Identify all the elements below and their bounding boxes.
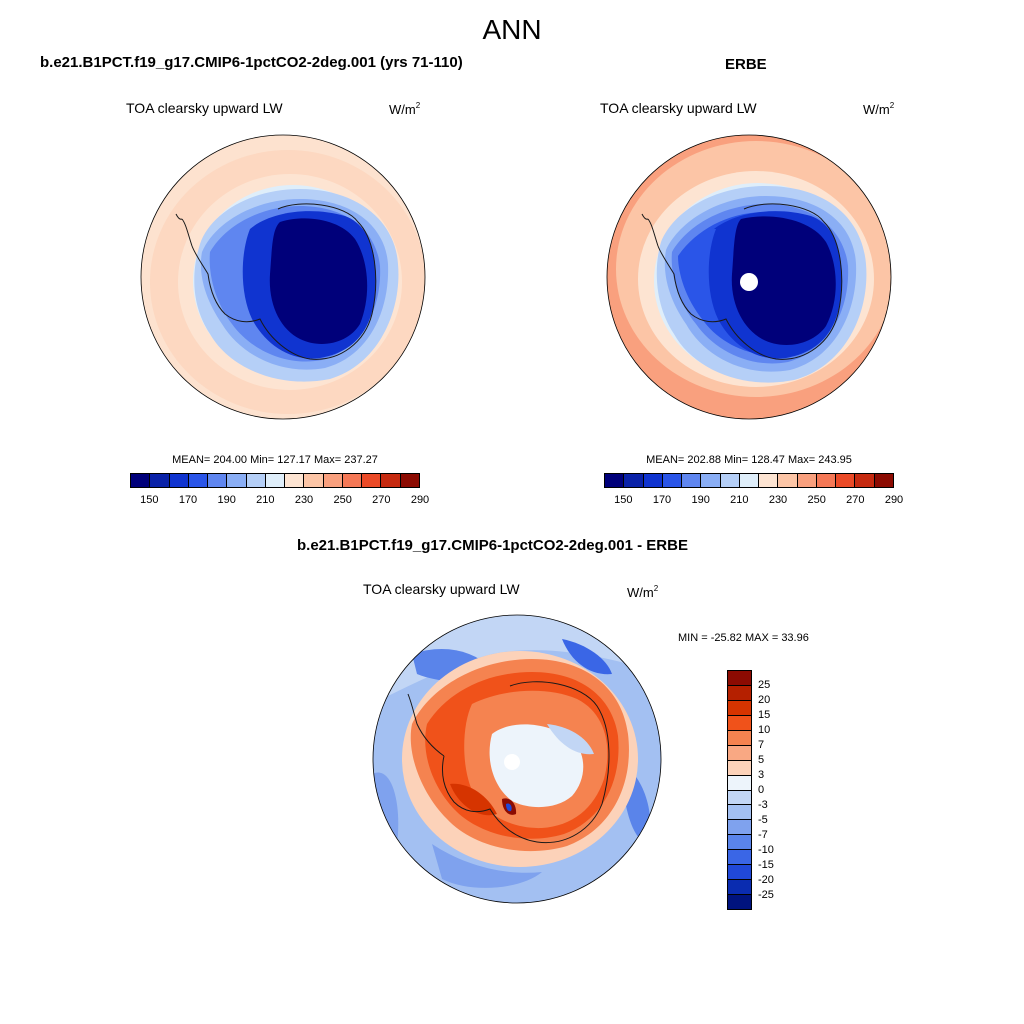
panel-2-unit-label: W/m2: [863, 101, 895, 117]
panel-2-colorbar-ticks: 150 170 190 210 230 250 270 290: [604, 494, 903, 508]
panel-2-colorbar-tick-label: 230: [768, 494, 788, 506]
panel-1-colorbar: [130, 473, 420, 488]
panel-2-colorbar-cell: [739, 474, 760, 487]
panel-3-colorbar-tick-label: 3: [758, 769, 765, 781]
panel-3-colorbar: [727, 670, 752, 910]
panel-2-colorbar-tick-label: 210: [730, 494, 749, 506]
panel-3-title: b.e21.B1PCT.f19_g17.CMIP6-1pctCO2-2deg.0…: [297, 537, 688, 554]
panel-2-colorbar-cell: [855, 474, 875, 487]
panel-2-colorbar-tick-label: 190: [691, 494, 710, 506]
panel-1-colorbar-cell: [208, 474, 228, 487]
panel-1-colorbar-cell: [400, 474, 419, 487]
panel-2-variable-label: TOA clearsky upward LW: [600, 100, 757, 116]
panel-3-colorbar-tick-label: -25: [758, 889, 774, 901]
panel-3-colorbar-tick-label: 25: [758, 679, 771, 691]
panel-3-colorbar-tick-label: -10: [758, 844, 774, 856]
panel-2-colorbar-cell: [643, 474, 663, 487]
panel-1-colorbar-tick-label: 290: [410, 494, 430, 506]
panel-2-colorbar-cell: [682, 474, 702, 487]
panel-1-colorbar-cell: [381, 474, 401, 487]
panel-1-colorbar-cell: [342, 474, 363, 487]
panel-3-variable-label: TOA clearsky upward LW: [363, 581, 520, 597]
panel-3-unit-label: W/m2: [627, 584, 659, 600]
panel-3-colorbar-tick-label: -15: [758, 859, 774, 871]
panel-3-colorbar-tick-label: -5: [758, 814, 768, 826]
panel-1-colorbar-cell: [265, 474, 286, 487]
main-title: ANN: [482, 14, 542, 45]
panel-2-colorbar: [604, 473, 894, 488]
panel-1-colorbar-tick-label: 270: [372, 494, 391, 506]
panel-2-colorbar-tick-label: 290: [884, 494, 904, 506]
panel-1-unit-label: W/m2: [389, 101, 421, 117]
panel-1-colorbar-cell: [131, 474, 151, 487]
panel-1-colorbar-cell: [246, 474, 266, 487]
panel-1-colorbar-cell: [169, 474, 189, 487]
panel-1-colorbar-cell: [362, 474, 382, 487]
panel-1-colorbar-tick-label: 250: [333, 494, 352, 506]
panel-1-colorbar-ticks: 150 170 190 210 230 250 270 290: [130, 494, 429, 508]
panel-1-polar-map: [140, 134, 426, 420]
panel-2-stats: MEAN= 202.88 Min= 128.47 Max= 243.95: [646, 454, 852, 466]
panel-1-colorbar-cell: [150, 474, 170, 487]
panel-3-colorbar-cell: [728, 865, 751, 881]
panel-2-colorbar-cell: [624, 474, 644, 487]
panel-3-colorbar-tick-label: 5: [758, 754, 765, 766]
panel-1-colorbar-cell: [323, 474, 343, 487]
panel-1-colorbar-cell: [285, 474, 305, 487]
panel-3-colorbar-tick-label: 7: [758, 739, 765, 751]
panel-2-colorbar-tick-label: 150: [614, 494, 633, 506]
panel-2-colorbar-cell: [797, 474, 817, 487]
panel-1-colorbar-cell: [188, 474, 209, 487]
panel-3-colorbar-cell: [728, 820, 751, 836]
panel-2-colorbar-cell: [778, 474, 798, 487]
panel-2-colorbar-cell: [662, 474, 683, 487]
panel-1-variable-label: TOA clearsky upward LW: [126, 100, 283, 116]
panel-1-colorbar-tick-label: 170: [178, 494, 198, 506]
panel-3-colorbar-cell: [728, 671, 751, 686]
panel-2-colorbar-cell: [874, 474, 893, 487]
panel-3-colorbar-tick-label: 15: [758, 709, 771, 721]
panel-1-colorbar-tick-label: 190: [217, 494, 236, 506]
panel-2-colorbar-cell: [605, 474, 625, 487]
panel-1-title: b.e21.B1PCT.f19_g17.CMIP6-1pctCO2-2deg.0…: [40, 54, 463, 71]
panel-3-colorbar-cell: [728, 850, 751, 866]
panel-3-colorbar-tick-label: -3: [758, 799, 768, 811]
panel-2-title: ERBE: [725, 56, 767, 73]
panel-2-colorbar-cell: [836, 474, 856, 487]
panel-3-colorbar-cell: [728, 835, 751, 851]
panel-3-colorbar-cell: [728, 730, 751, 746]
panel-3-colorbar-cell: [728, 790, 751, 806]
panel-3-colorbar-tick-label: -20: [758, 874, 774, 886]
panel-1-colorbar-tick-label: 230: [294, 494, 314, 506]
panel-3-stats: MIN = -25.82 MAX = 33.96: [678, 632, 809, 644]
panel-1-colorbar-tick-label: 210: [256, 494, 275, 506]
panel-3-colorbar-cell: [728, 895, 751, 909]
panel-2-colorbar-tick-label: 270: [846, 494, 865, 506]
panel-3-colorbar-cell: [728, 775, 751, 791]
panel-2-colorbar-cell: [720, 474, 740, 487]
panel-2-colorbar-tick-label: 170: [652, 494, 672, 506]
panel-3-colorbar-tick-label: -7: [758, 829, 768, 841]
panel-3-polar-map: [372, 614, 662, 904]
panel-2-colorbar-cell: [701, 474, 721, 487]
panel-3-colorbar-cell: [728, 745, 751, 761]
panel-1-stats: MEAN= 204.00 Min= 127.17 Max= 237.27: [172, 454, 378, 466]
panel-1-colorbar-cell: [304, 474, 324, 487]
panel-3-colorbar-tick-label: 20: [758, 694, 771, 706]
panel-3-colorbar-cell: [728, 685, 751, 701]
panel-3-colorbar-cell: [728, 700, 751, 716]
panel-3-colorbar-cell: [728, 715, 751, 731]
panel-2-colorbar-tick-label: 250: [807, 494, 826, 506]
panel-3-colorbar-cell: [728, 880, 751, 896]
panel-2-polar-map: [606, 134, 892, 420]
panel-2-colorbar-cell: [759, 474, 779, 487]
panel-1-colorbar-tick-label: 150: [140, 494, 159, 506]
panel-1-colorbar-cell: [227, 474, 247, 487]
panel-3-colorbar-ticks: 25 20 15 10 7 5 3 0 -3 -5 -7 -10 -15 -20 -25: [758, 670, 798, 910]
panel-3-colorbar-cell: [728, 760, 751, 776]
panel-2-colorbar-cell: [816, 474, 837, 487]
panel-3-colorbar-tick-label: 10: [758, 724, 771, 736]
panel-3-colorbar-tick-label: 0: [758, 784, 765, 796]
panel-3-colorbar-cell: [728, 805, 751, 821]
